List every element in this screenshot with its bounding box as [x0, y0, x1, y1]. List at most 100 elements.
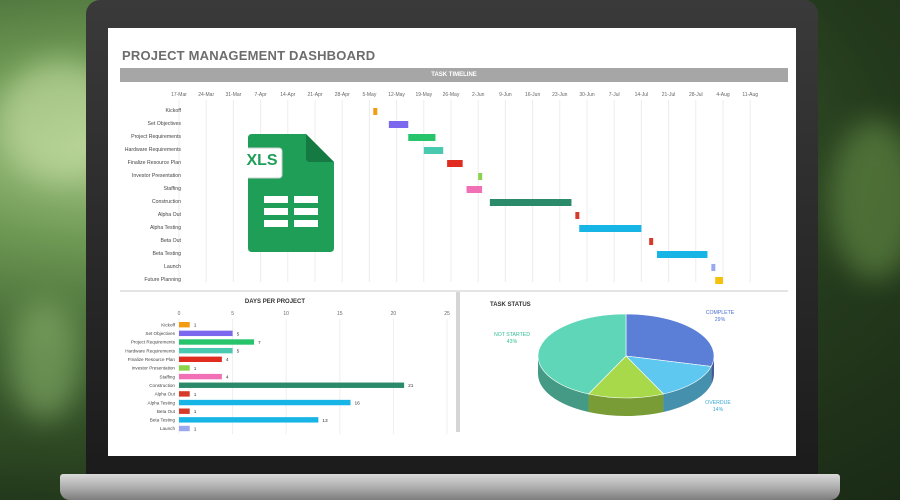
timeline-task-bar	[373, 108, 378, 115]
bar-mark	[179, 339, 255, 345]
bar-axis-tick: 10	[283, 311, 289, 317]
timeline-task-bar	[656, 251, 708, 258]
pie-slice-value: 43%	[507, 339, 518, 345]
timeline-date-tick: 24-Mar	[198, 92, 214, 98]
xls-label: XLS	[246, 152, 278, 169]
bar-mark	[179, 408, 190, 414]
laptop-screen: PROJECT MANAGEMENT DASHBOARD TASK TIMELI…	[108, 28, 796, 456]
timeline-date-tick: 7-Jul	[609, 92, 620, 98]
timeline-date-tick: 14-Apr	[280, 92, 295, 98]
bar-axis-tick: 15	[337, 311, 343, 317]
task-status-panel: TASK STATUS COMPLETE 29% OVERDUE 14% NOT STAR…	[472, 294, 780, 434]
bar-mark	[179, 365, 190, 371]
bar-value-label: 21	[408, 383, 414, 389]
bar-category-label: Kickoff	[161, 322, 175, 327]
bar-value-label: 5	[237, 331, 240, 337]
bar-category-label: Construction	[149, 383, 175, 388]
timeline-task-bar	[408, 134, 436, 141]
bar-axis-tick: 5	[231, 311, 234, 317]
timeline-task-label: Beta Out	[161, 238, 182, 244]
bar-category-label: Beta Testing	[150, 418, 176, 423]
bar-value-label: 4	[226, 375, 229, 381]
timeline-task-label: Launch	[164, 264, 181, 270]
timeline-date-tick: 7-Apr	[254, 92, 267, 98]
bar-value-label: 13	[322, 418, 328, 424]
timeline-task-label: Kickoff	[166, 108, 182, 114]
bar-value-label: 7	[258, 340, 261, 346]
timeline-task-label: Construction	[152, 199, 181, 205]
timeline-task-label: Finalize Resource Plan	[128, 160, 181, 166]
timeline-task-label: Alpha Out	[158, 212, 182, 218]
bar-mark	[179, 399, 351, 406]
pie-chart-title: TASK STATUS	[490, 302, 531, 308]
bar-value-label: 1	[194, 426, 197, 432]
bar-mark	[179, 425, 190, 432]
timeline-task-label: Hardware Requirements	[125, 147, 182, 153]
pie-slice	[625, 313, 715, 367]
pie-slice-label: OVERDUE	[705, 400, 731, 406]
background-bokeh	[10, 300, 80, 420]
bar-mark	[179, 322, 190, 328]
bar-category-label: Launch	[160, 426, 176, 431]
timeline-task-label: Set Objectives	[148, 121, 182, 127]
timeline-task-label: Project Requirements	[131, 134, 181, 140]
timeline-date-tick: 19-May	[415, 92, 432, 98]
bar-category-label: Finalize Resource Plan	[128, 357, 176, 362]
timeline-date-tick: 12-May	[388, 92, 405, 98]
bar-category-label: Beta Out	[157, 409, 176, 414]
timeline-date-tick: 30-Jun	[579, 92, 595, 98]
bar-value-label: 1	[194, 392, 197, 398]
timeline-task-bar	[388, 121, 409, 128]
timeline-task-bar	[649, 238, 654, 245]
days-per-project-panel: DAYS PER PROJECT 0 5 10 15 20 25 Kickoff 1 Set Ob…	[120, 294, 454, 434]
timeline-task-bar	[711, 264, 716, 271]
timeline-date-tick: 21-Apr	[307, 92, 322, 98]
bar-category-label: Hardware Requirements	[125, 348, 175, 353]
timeline-task-bar	[489, 199, 572, 206]
timeline-date-tick: 9-Jun	[499, 92, 512, 98]
timeline-date-tick: 23-Jun	[552, 92, 568, 98]
task-timeline-chart: 17-Mar 24-Mar 31-Mar 7-Apr 14-Apr 21-Apr 28-Ap…	[125, 92, 758, 284]
section-divider	[456, 292, 460, 432]
bar-mark	[179, 391, 190, 397]
bar-category-label: Staffing	[160, 374, 176, 379]
timeline-task-bar	[423, 147, 444, 154]
pie-slice-side	[663, 366, 712, 413]
timeline-task-bar	[447, 160, 463, 167]
bar-value-label: 5	[237, 349, 240, 355]
timeline-task-bar	[478, 173, 483, 180]
timeline-date-tick: 16-Jun	[525, 92, 541, 98]
pie-slice-side	[538, 356, 589, 413]
page-title: PROJECT MANAGEMENT DASHBOARD	[122, 48, 376, 63]
timeline-date-tick: 4-Aug	[716, 92, 730, 98]
timeline-task-bar	[575, 212, 580, 219]
timeline-task-label: Staffing	[164, 186, 182, 192]
bar-value-label: 4	[226, 357, 229, 363]
timeline-task-bar	[715, 277, 723, 284]
bar-axis-tick: 0	[178, 311, 181, 317]
timeline-date-tick: 31-Mar	[225, 92, 241, 98]
background-bokeh	[830, 120, 900, 280]
timeline-header: TASK TIMELINE	[120, 68, 788, 82]
bar-category-label: Alpha Out	[155, 392, 176, 397]
bar-value-label: 1	[194, 409, 197, 415]
pie-slice-value: 29%	[715, 317, 726, 323]
timeline-date-tick: 26-May	[443, 92, 460, 98]
timeline-date-tick: 17-Mar	[171, 92, 187, 98]
bar-axis-tick: 25	[444, 311, 450, 317]
bar-value-label: 1	[194, 323, 197, 329]
bar-mark	[179, 373, 222, 380]
pie-slice	[537, 313, 627, 395]
pie-slice	[587, 355, 665, 399]
bar-value-label: 16	[355, 400, 361, 406]
timeline-task-bar	[579, 225, 642, 232]
pie-slice-side	[711, 356, 714, 385]
timeline-date-tick: 21-Jul	[662, 92, 676, 98]
pie-slice-side	[588, 394, 664, 416]
pie-slice	[625, 355, 712, 395]
pie-slice-label: NOT STARTED	[494, 332, 530, 338]
timeline-task-bar	[466, 186, 483, 193]
timeline-task-label: Beta Testing	[153, 251, 182, 257]
